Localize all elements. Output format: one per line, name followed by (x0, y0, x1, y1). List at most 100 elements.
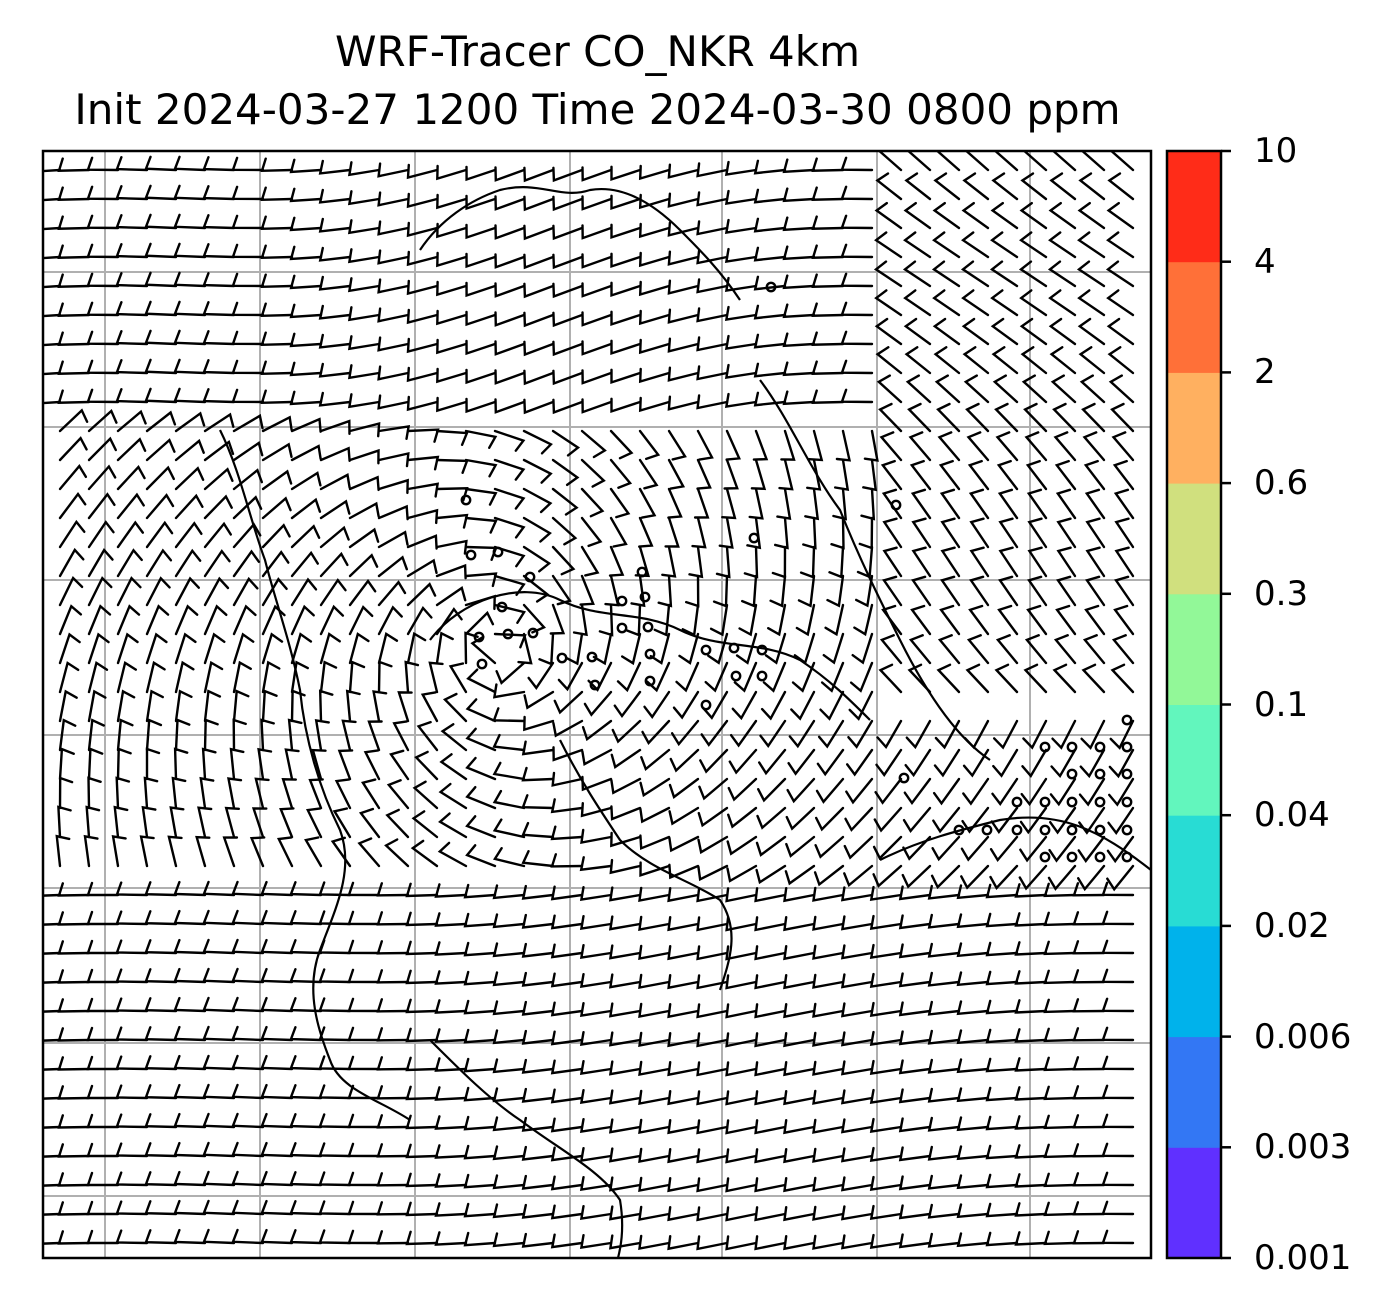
wind-barb (1021, 374, 1048, 404)
colorbar-tick-label: 0.006 (1254, 1016, 1352, 1057)
wind-barb (753, 246, 787, 262)
wind-barb (785, 835, 816, 858)
wind-barb (902, 260, 932, 288)
wind-barb (783, 1061, 816, 1077)
colorbar-tick-label: 0.6 (1254, 463, 1309, 504)
wind-barb (410, 839, 439, 868)
calm-marker (1011, 796, 1023, 808)
wind-barb (940, 546, 961, 578)
wind-barb (1078, 172, 1106, 201)
wind-barb (552, 166, 584, 183)
wind-barb (581, 398, 613, 414)
wind-barb (812, 1089, 845, 1105)
wind-barb (464, 516, 498, 534)
wind-barb (406, 395, 439, 412)
wind-barb (203, 576, 230, 607)
wind-barb (639, 777, 671, 798)
wind-barb (723, 458, 739, 490)
wind-barb (261, 632, 284, 665)
wind-barb (904, 748, 932, 778)
wind-barb (367, 720, 383, 752)
wind-barb (521, 971, 555, 987)
wind-barb (903, 201, 932, 230)
wind-barb (231, 243, 265, 259)
calm-wind-markers (460, 281, 1133, 863)
wind-barb (812, 1031, 845, 1047)
wind-barb (997, 488, 1019, 520)
wind-barb (911, 546, 932, 578)
wind-barb (290, 577, 318, 607)
wind-barb (1047, 864, 1077, 891)
wind-barb (725, 887, 758, 903)
wind-barb (1101, 968, 1135, 984)
calm-marker (502, 628, 514, 640)
wind-barb (1014, 999, 1048, 1014)
wind-barb (145, 520, 174, 549)
calm-marker (1094, 741, 1106, 753)
wind-barb (550, 1117, 584, 1133)
wind-barb (319, 604, 345, 636)
wind-barb (840, 973, 874, 989)
wind-barb (376, 1201, 410, 1216)
wind-barb (616, 661, 642, 693)
wind-barb (937, 634, 961, 665)
wind-barb (143, 776, 159, 810)
wind-barb (465, 815, 497, 839)
wind-barb (202, 1025, 236, 1042)
coastline-west (219, 429, 411, 1121)
colorbar-segment (1167, 704, 1221, 816)
wind-barb (1113, 488, 1135, 520)
wind-barb (610, 805, 642, 821)
wind-barb (144, 910, 178, 926)
wind-barb (174, 689, 193, 723)
wind-barb (144, 1229, 178, 1245)
wind-barb (1014, 1173, 1048, 1188)
wind-barb (363, 749, 381, 781)
wind-barb (494, 311, 526, 327)
wind-barb (434, 1173, 468, 1188)
wind-barb (956, 1029, 990, 1045)
wind-barb (992, 374, 1019, 404)
wind-barb (1114, 546, 1135, 578)
wind-barb (57, 157, 91, 172)
wind-barb (840, 1031, 874, 1047)
wind-barb (494, 369, 526, 385)
wind-barb (698, 777, 729, 801)
wind-barb (718, 516, 734, 549)
wind-barb (638, 458, 659, 490)
wind-barb (334, 778, 352, 810)
wind-barb (318, 275, 352, 291)
wind-barb (116, 520, 144, 549)
wind-barb (523, 166, 555, 183)
wind-barb (261, 496, 292, 520)
wind-barb (898, 972, 932, 988)
wind-barb (318, 391, 352, 407)
wind-barb (726, 835, 758, 856)
wind-barb (996, 459, 1019, 491)
wind-barb (873, 806, 903, 833)
colorbar-segment (1167, 1147, 1221, 1259)
wind-barb (174, 718, 191, 752)
wind-barb (115, 1200, 149, 1216)
wind-barb (232, 660, 252, 694)
wind-barb (465, 756, 497, 781)
wind-barb (171, 776, 187, 810)
wind-barb (550, 914, 584, 930)
wind-barb (869, 1030, 903, 1047)
wind-barb (493, 574, 526, 596)
wind-barb (610, 165, 642, 182)
wind-barb (348, 501, 380, 520)
wind-barb (990, 231, 1019, 259)
wind-barb (174, 548, 202, 578)
wind-barb (898, 1117, 932, 1133)
wind-barb (87, 548, 114, 578)
wind-barb (849, 661, 874, 693)
wind-barb (376, 1027, 410, 1042)
wind-barb (87, 689, 107, 723)
wind-barb (289, 1142, 323, 1158)
wind-barb (696, 336, 729, 352)
wind-barb (260, 244, 294, 260)
wind-barb (1076, 260, 1106, 288)
wind-barb (956, 913, 990, 929)
wind-barb (173, 155, 207, 172)
